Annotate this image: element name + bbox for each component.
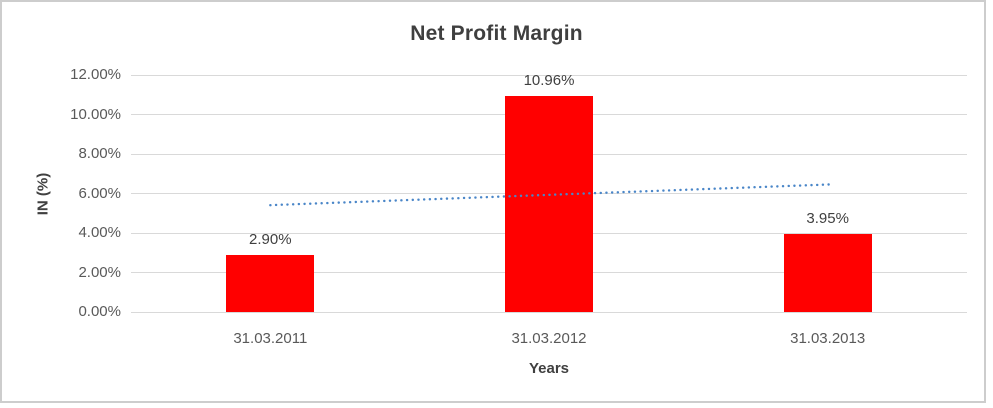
y-tick-label: 12.00% [70,66,121,83]
gridline-12.00% [131,74,967,76]
x-tick-label: 31.03.2013 [790,330,866,347]
x-tick-label: 31.03.2012 [511,330,587,347]
y-tick-label: 4.00% [78,224,121,241]
x-tick-label: 31.03.2011 [233,330,308,347]
data-label: 2.90% [249,230,292,248]
y-tick-label: 6.00% [78,184,121,202]
chart-title: Net Profit Margin [410,22,583,45]
data-label: 3.95% [806,209,849,227]
y-tick-label: 2.00% [78,263,121,281]
data-label: 10.96% [523,71,575,89]
bar-31.03.2013[interactable] [783,233,872,312]
y-tick-label: 8.00% [78,145,121,162]
bar-31.03.2012[interactable] [505,95,593,312]
bar-31.03.2011[interactable] [226,254,315,312]
x-axis-title: Years [528,360,570,377]
gridline-0.00% [131,311,967,313]
y-tick-label: 0.00% [78,303,121,320]
y-tick-label: 10.00% [70,105,121,123]
